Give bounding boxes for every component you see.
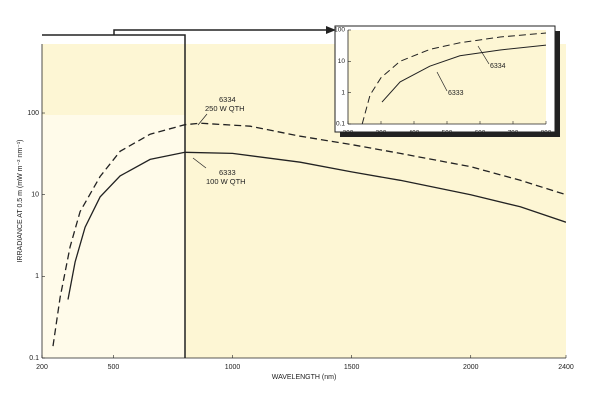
y-tick-label: 0.1 (29, 355, 39, 362)
leader-line (197, 113, 208, 126)
leader-line (436, 71, 448, 92)
x-tick-label: 600 (475, 130, 486, 137)
x-tick-label: 1500 (344, 364, 360, 371)
x-tick-label: 400 (409, 130, 420, 137)
inset-background (348, 30, 546, 124)
series-line (381, 44, 546, 103)
x-tick-label: 2000 (463, 364, 479, 371)
y-tick-label: 1 (35, 273, 39, 280)
x-tick-label: 700 (508, 130, 519, 137)
x-tick-label: 800 (541, 130, 552, 137)
annotation: 6333 (219, 168, 236, 177)
connector (113, 29, 330, 35)
y-axis-label: IRRADIANCE AT 0.5 m (mW m⁻² nm⁻¹) (17, 139, 24, 262)
y-tick-label: 0.1 (336, 121, 345, 128)
series-line (67, 151, 566, 300)
annotation: 250 W QTH (205, 104, 245, 113)
x-axis-label: WAVELENGTH (nm) (272, 374, 337, 381)
inset-annotation: 6333 (448, 90, 464, 97)
zoom-bracket (42, 34, 186, 358)
y-tick-label: 10 (31, 192, 39, 199)
x-tick-label: 200 (343, 130, 354, 137)
series-line (361, 32, 546, 124)
y-tick-label: 1 (341, 89, 345, 96)
x-tick-label: 200 (36, 364, 48, 371)
x-tick-label: 2400 (558, 364, 574, 371)
inset-annotation: 6334 (490, 63, 506, 70)
annotation: 100 W QTH (206, 177, 246, 186)
x-tick-label: 500 (108, 364, 120, 371)
series-line (52, 122, 566, 347)
y-tick-label: 10 (338, 58, 346, 65)
x-tick-label: 500 (442, 130, 453, 137)
y-tick-label: 100 (334, 27, 345, 34)
zoom-region (42, 115, 185, 358)
y-tick-label: 100 (27, 110, 39, 117)
x-tick-label: 1000 (225, 364, 241, 371)
connector-arrow (326, 26, 336, 34)
x-tick-label: 300 (376, 130, 387, 137)
leader-line (477, 45, 490, 65)
leader-line (192, 157, 207, 169)
annotation: 6334 (219, 95, 236, 104)
